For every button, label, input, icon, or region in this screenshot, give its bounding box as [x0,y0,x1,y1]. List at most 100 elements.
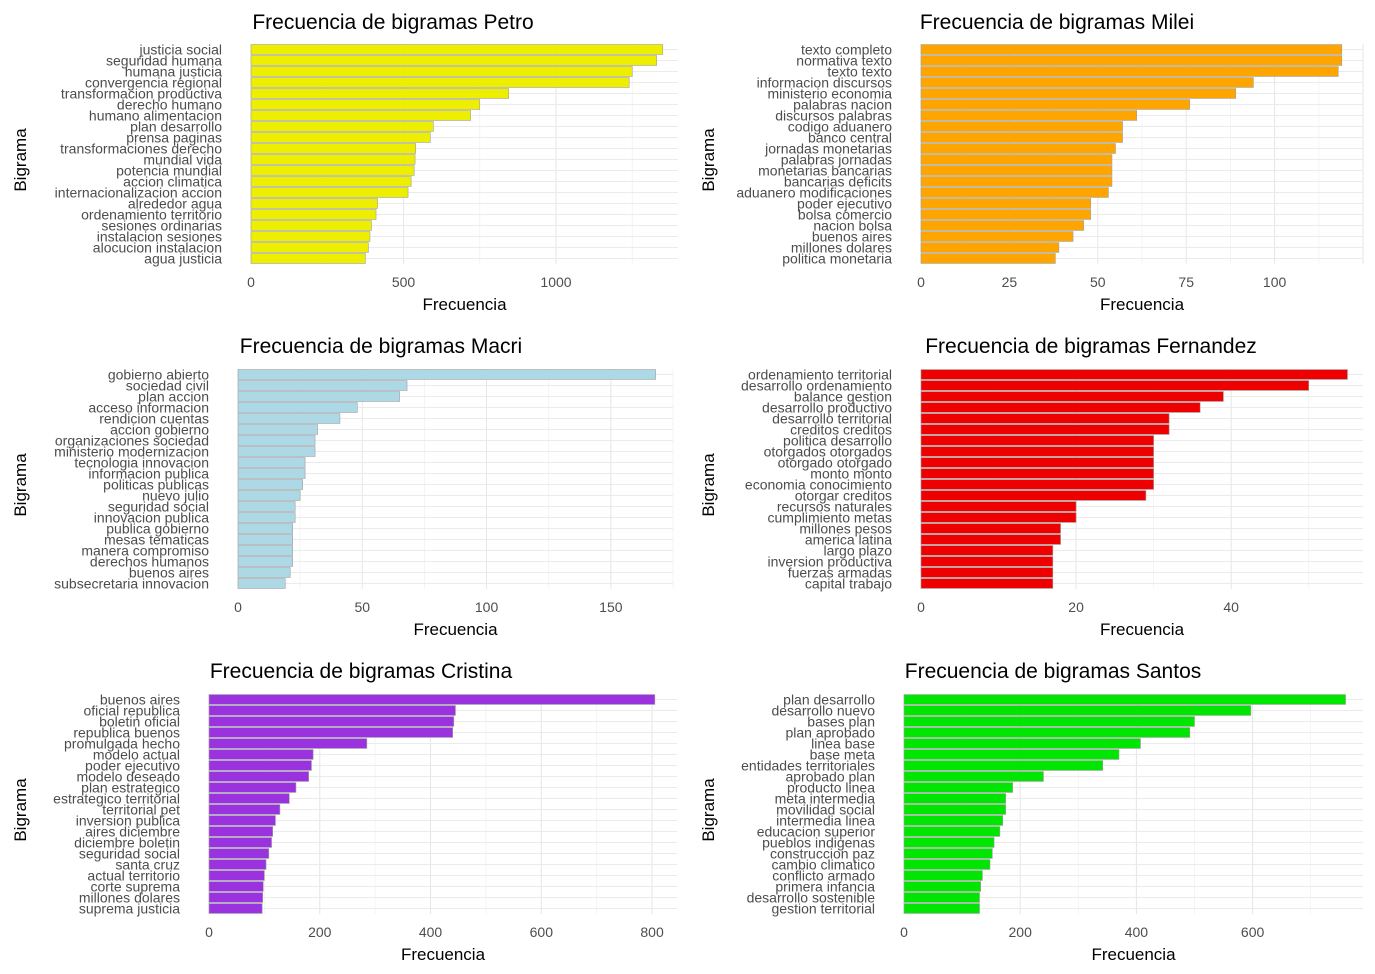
bar [237,402,358,413]
category-label: plan desarrollo [130,119,222,135]
bar [208,892,264,903]
category-label: internacionalizacion accion [55,185,222,201]
category-label: pueblos indigenas [762,835,875,851]
bar [920,121,1123,132]
category-label: educacion superior [757,824,876,840]
bar [920,490,1147,501]
category-label: movilidad social [776,802,875,818]
category-label: texto texto [827,64,892,80]
category-label: politica desarrollo [783,433,892,449]
category-label: aprobado plan [785,769,875,785]
bar [903,892,980,903]
bar [920,242,1060,253]
bar [237,512,296,523]
bar [903,804,1006,815]
category-label: promulgada hecho [64,736,180,752]
bar [903,859,991,870]
bar [237,534,293,545]
category-label: plan aprobado [785,725,875,741]
bar [250,220,372,231]
category-label: otorgar creditos [795,488,892,504]
category-label: desarrollo ordenamiento [741,378,892,394]
category-label: plan desarrollo [783,692,875,708]
bar [237,468,306,479]
gridlines [250,44,678,264]
category-label: meta intermedia [775,791,876,807]
category-label: transformaciones derecho [60,141,222,157]
gridlines [920,44,1364,264]
category-label: palabras nacion [793,97,892,113]
x-axis-label: Frecuencia [422,295,507,314]
bar [920,110,1137,121]
x-tick-label: 400 [419,924,443,940]
bar [208,771,309,782]
x-tick-label: 800 [640,924,664,940]
bar [208,870,265,881]
bar [208,903,263,914]
bar [250,88,510,99]
x-tick-label: 50 [1090,274,1106,290]
category-label: bancarias deficits [784,174,892,190]
category-label: modelo actual [93,747,180,763]
category-label: millones dolares [791,240,892,256]
category-label: bolsa comercio [798,207,892,223]
bar [920,132,1123,143]
category-label: justicia social [139,42,222,58]
category-label: organizaciones sociedad [55,433,209,449]
category-label: mesas tematicas [104,532,209,548]
category-label: construccion paz [770,846,875,862]
bar [920,253,1056,264]
bar [208,848,270,859]
category-label: sesiones ordinarias [101,218,222,234]
category-label: boletin oficial [99,714,180,730]
bar [250,231,371,242]
category-label: informacion publica [88,466,209,482]
category-label: creditos creditos [790,422,892,438]
bar [920,545,1054,556]
bar [250,165,415,176]
category-label: cumplimiento metas [768,510,893,526]
chart-title: Frecuencia de bigramas Petro [252,11,533,34]
bar [920,44,1343,55]
category-label: fuerzas armadas [788,565,892,581]
category-label: millones pesos [799,521,892,537]
category-label: ministerio economia [768,86,893,102]
bar [208,881,264,892]
x-axis-label: Frecuencia [1100,620,1185,639]
category-label: primera infancia [775,879,875,895]
category-label: derechos humanos [90,554,209,570]
gridlines [903,694,1363,914]
bar [208,705,456,716]
gridlines [237,369,674,589]
bar [920,165,1113,176]
category-label: entidades territoriales [741,758,875,774]
bar [208,804,281,815]
y-axis-label: Bigrama [11,453,30,517]
bar [903,782,1013,793]
y-axis-label: Bigrama [699,453,718,517]
gridlines [208,694,677,914]
category-label: desarrollo nuevo [771,703,875,719]
x-tick-label: 0 [917,274,925,290]
chart-title: Frecuencia de bigramas Milei [920,11,1194,34]
bar [250,143,416,154]
bar [920,534,1061,545]
x-tick-label: 0 [900,924,908,940]
bar [237,457,306,468]
bar [903,815,1004,826]
bar [920,457,1154,468]
category-label: linea base [811,736,875,752]
category-label: ordenamiento territorial [748,367,892,383]
bar [920,402,1201,413]
category-label: gestion territorial [772,901,876,917]
bar [208,760,312,771]
category-label: millones dolares [79,890,180,906]
bar [920,479,1154,490]
category-label: aduanero modificaciones [736,185,892,201]
x-tick-label: 100 [1263,274,1287,290]
category-label: republica buenos [73,725,180,741]
category-label: normativa texto [796,53,892,69]
x-tick-label: 0 [247,274,255,290]
